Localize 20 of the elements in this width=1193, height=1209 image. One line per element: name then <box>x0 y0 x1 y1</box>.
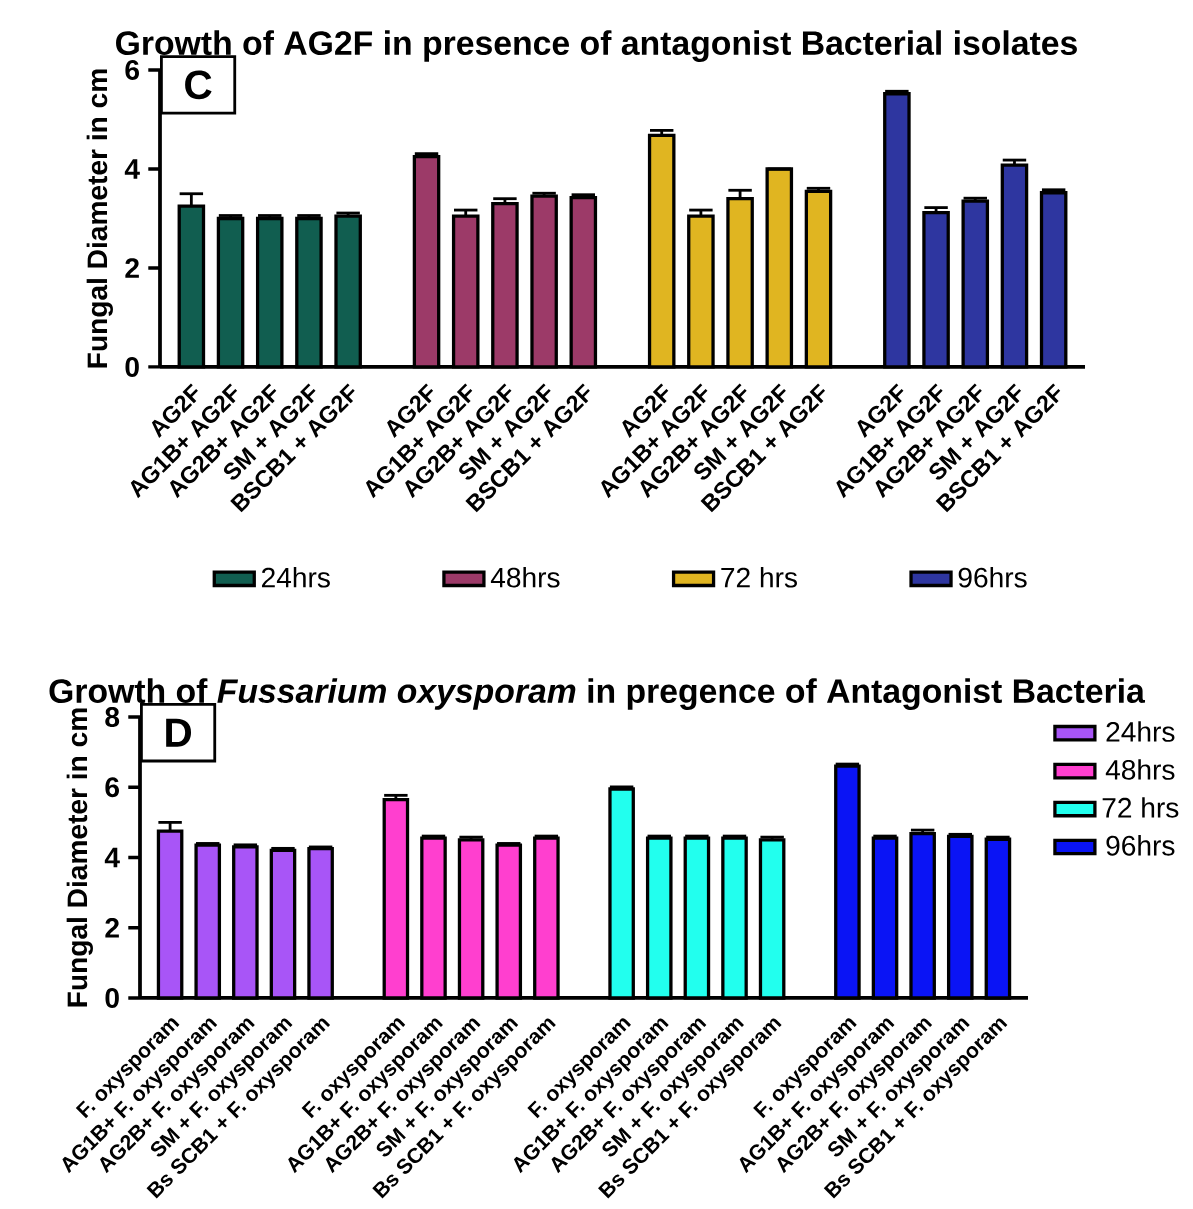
y-tick-label: 4 <box>104 847 120 868</box>
y-tick-label: 0 <box>125 357 139 377</box>
annotation: D <box>166 718 192 747</box>
y-tick-label: 4 <box>124 159 140 179</box>
legend-label: 96hrs <box>958 566 1027 588</box>
y-axis-title: Fungal Diameter in cm <box>66 708 93 1007</box>
y-tick-label: 2 <box>105 917 119 938</box>
y-tick-label: 0 <box>105 988 119 1008</box>
legend-label: 96hrs <box>1106 835 1175 856</box>
legend-label: 48hrs <box>1105 759 1175 780</box>
legend-label: 24hrs <box>261 566 330 588</box>
annotation: C <box>185 70 212 100</box>
y-tick-label: 6 <box>105 777 119 798</box>
legend-label: 24hrs <box>1106 721 1175 742</box>
legend-label: 72 hrs <box>721 566 797 588</box>
y-axis-title: Fungal Diameter in cm <box>86 69 113 368</box>
y-tick-label: 2 <box>125 258 139 278</box>
legend-label: 72 hrs <box>1102 797 1179 818</box>
legend-label: 48hrs <box>490 566 560 588</box>
y-tick-label: 6 <box>125 60 139 80</box>
